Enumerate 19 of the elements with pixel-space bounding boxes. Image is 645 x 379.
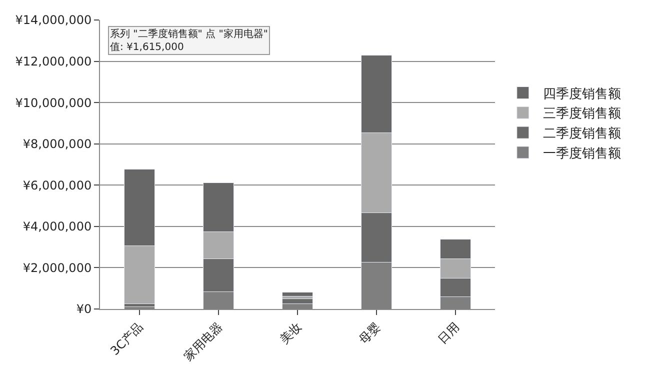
y-tick-label: ¥4,000,000 <box>22 220 92 234</box>
x-tick-label: 美妆 <box>276 320 304 347</box>
annotation: 系列 "二季度销售额" 点 "家用电器" 值: ¥1,615,000 <box>110 28 268 53</box>
y-tick-label: ¥10,000,000 <box>15 96 92 110</box>
y-tick-label: ¥6,000,000 <box>22 178 92 192</box>
x-tick-label: 日用 <box>434 320 462 347</box>
y-tick-label: ¥0 <box>76 302 92 316</box>
x-tick-label: 3C产品 <box>108 320 146 358</box>
legend-label: 一季度销售额 <box>542 146 621 162</box>
bar <box>282 292 313 296</box>
y-tick-label: ¥8,000,000 <box>22 137 92 152</box>
x-tick-label: 母婴 <box>356 320 383 347</box>
legend-label: 二季度销售额 <box>542 126 621 142</box>
y-tick-label: ¥2,000,000 <box>22 260 92 275</box>
x-tick-label: 家用电器 <box>181 320 225 364</box>
legend-label: 四季度销售额 <box>542 86 621 102</box>
y-tick-label: ¥12,000,000 <box>15 54 92 68</box>
legend-label: 三季度销售额 <box>542 106 621 122</box>
y-tick-label: ¥14,000,000 <box>15 13 92 28</box>
